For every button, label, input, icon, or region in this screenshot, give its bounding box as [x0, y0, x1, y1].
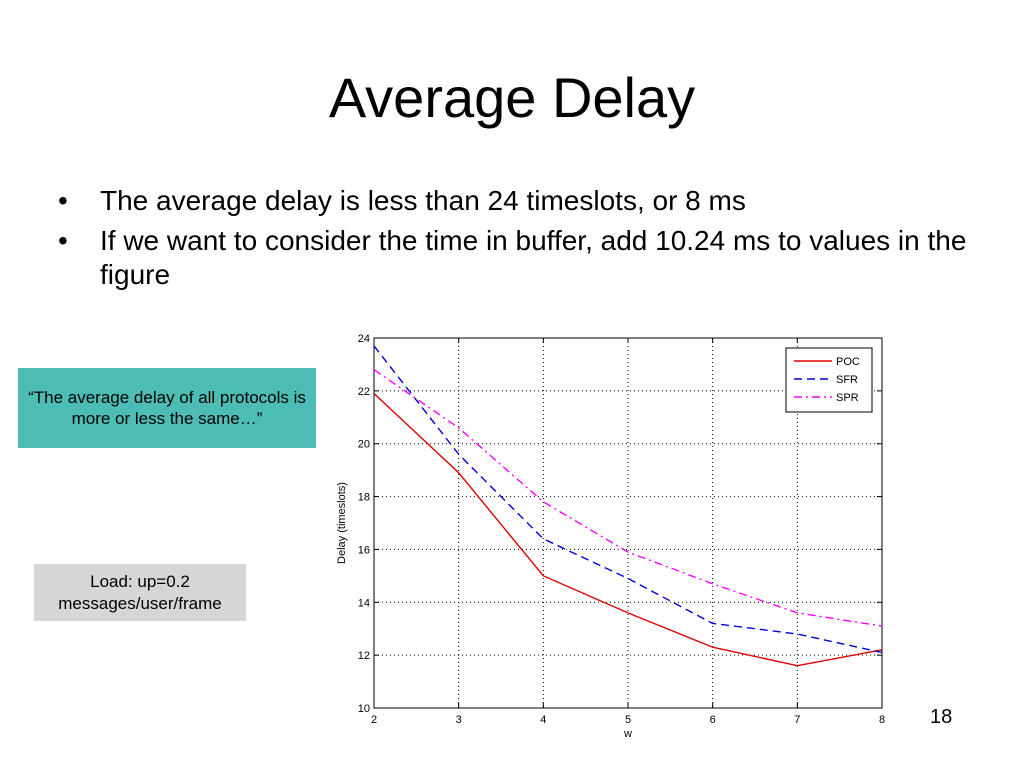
x-axis-label: w: [623, 728, 632, 740]
y-tick-label: 20: [358, 439, 370, 451]
page-number: 18: [930, 706, 953, 728]
plot-frame: [373, 337, 883, 709]
quote-callout-text: “The average delay of all protocols is m…: [28, 388, 306, 428]
series-line-poc: [373, 392, 883, 667]
bullet-item: • If we want to consider the time in buf…: [58, 224, 978, 292]
legend-box: [785, 347, 873, 413]
series-line-sfr: [373, 345, 883, 654]
x-tick-label: 8: [879, 714, 885, 726]
load-note-text: Load: up=0.2 messages/user/frame: [58, 571, 222, 613]
y-tick-label: 10: [358, 703, 370, 715]
x-tick-label: 7: [794, 714, 800, 726]
bullet-text: The average delay is less than 24 timesl…: [100, 185, 746, 216]
y-tick-label: 16: [358, 544, 370, 556]
x-tick-label: 4: [540, 714, 546, 726]
bullet-symbol: •: [58, 225, 68, 256]
bullet-item: • The average delay is less than 24 time…: [58, 184, 978, 218]
x-tick-label: 2: [371, 714, 377, 726]
series-line-spr: [373, 369, 883, 627]
x-tick-label: 3: [456, 714, 462, 726]
y-tick-label: 18: [358, 492, 370, 504]
slide-title: Average Delay: [328, 66, 696, 129]
y-tick-label: 24: [358, 333, 370, 345]
y-axis-label: Delay (timeslots): [336, 482, 348, 564]
bullet-text: If we want to consider the time in buffe…: [100, 225, 967, 290]
x-tick-label: 6: [710, 714, 716, 726]
y-tick-label: 22: [358, 386, 370, 398]
legend-label-spr: SPR: [836, 392, 859, 404]
x-tick-label: 5: [625, 714, 631, 726]
bullet-symbol: •: [58, 185, 68, 216]
y-tick-label: 12: [358, 650, 370, 662]
bullet-list: • The average delay is less than 24 time…: [58, 184, 978, 298]
legend-label-poc: POC: [836, 356, 860, 368]
y-tick-label: 14: [358, 597, 370, 609]
load-note: Load: up=0.2 messages/user/frame: [34, 564, 246, 621]
delay-line-chart: 2 3 4 5 6 7 8 10 12 14 16 18 20 22 24 w Delay (timeslots…: [336, 333, 885, 740]
quote-callout: “The average delay of all protocols is m…: [18, 368, 316, 448]
legend-label-sfr: SFR: [836, 374, 858, 386]
